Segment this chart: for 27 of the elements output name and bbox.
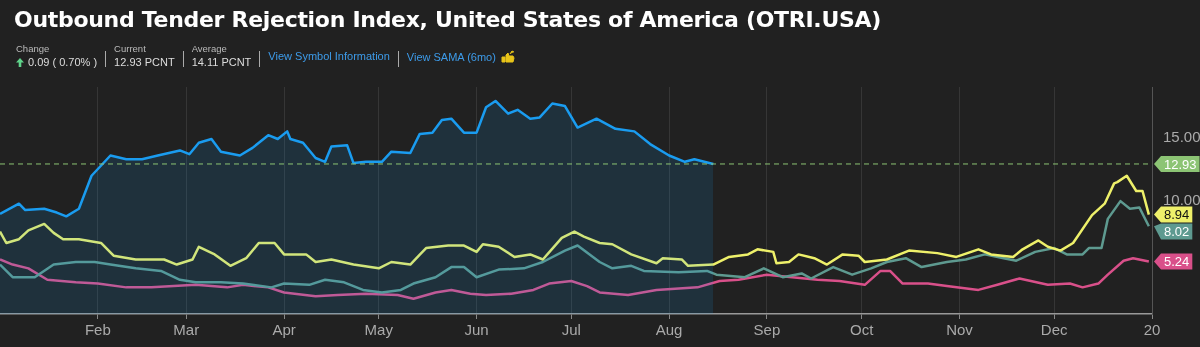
x-tick-label: Dec xyxy=(1040,321,1068,339)
text: View SAMA (6mo) xyxy=(406,50,497,63)
x-tick-label: Nov xyxy=(946,321,974,339)
text: 12.93 PCNT xyxy=(114,56,175,68)
text: 0.09 ( 0.70% ) xyxy=(27,56,98,68)
x-tick-label: Jun xyxy=(464,321,489,339)
text: Change xyxy=(16,43,51,54)
x-tick-label: Jul xyxy=(561,321,581,339)
annotation: 5.24 xyxy=(1164,254,1190,270)
x-tick-label: Mar xyxy=(173,321,200,339)
y-tick-label: 10.00 xyxy=(1163,191,1200,209)
text: Current xyxy=(114,43,147,54)
x-tick-label: 20 xyxy=(1143,321,1161,339)
y-tick-label: 15.00 xyxy=(1163,127,1200,145)
chart-title: Outbound Tender Rejection Index, United States of America (OTRI.USA) xyxy=(14,7,882,32)
x-tick-label: Apr xyxy=(272,321,296,339)
x-tick-label: May xyxy=(364,321,394,339)
text: 14.11 PCNT xyxy=(191,56,252,68)
ref-line-label: 12.93 xyxy=(1164,156,1197,172)
text: Average xyxy=(191,43,228,54)
x-tick-label: Aug xyxy=(655,321,683,339)
x-tick-label: Oct xyxy=(849,321,875,339)
annotation: 8.02 xyxy=(1164,224,1190,240)
x-tick-label: Sep xyxy=(753,321,781,339)
text: View Symbol Information xyxy=(268,50,390,62)
x-tick-label: Feb xyxy=(84,321,111,339)
annotation: 8.94 xyxy=(1164,207,1190,223)
